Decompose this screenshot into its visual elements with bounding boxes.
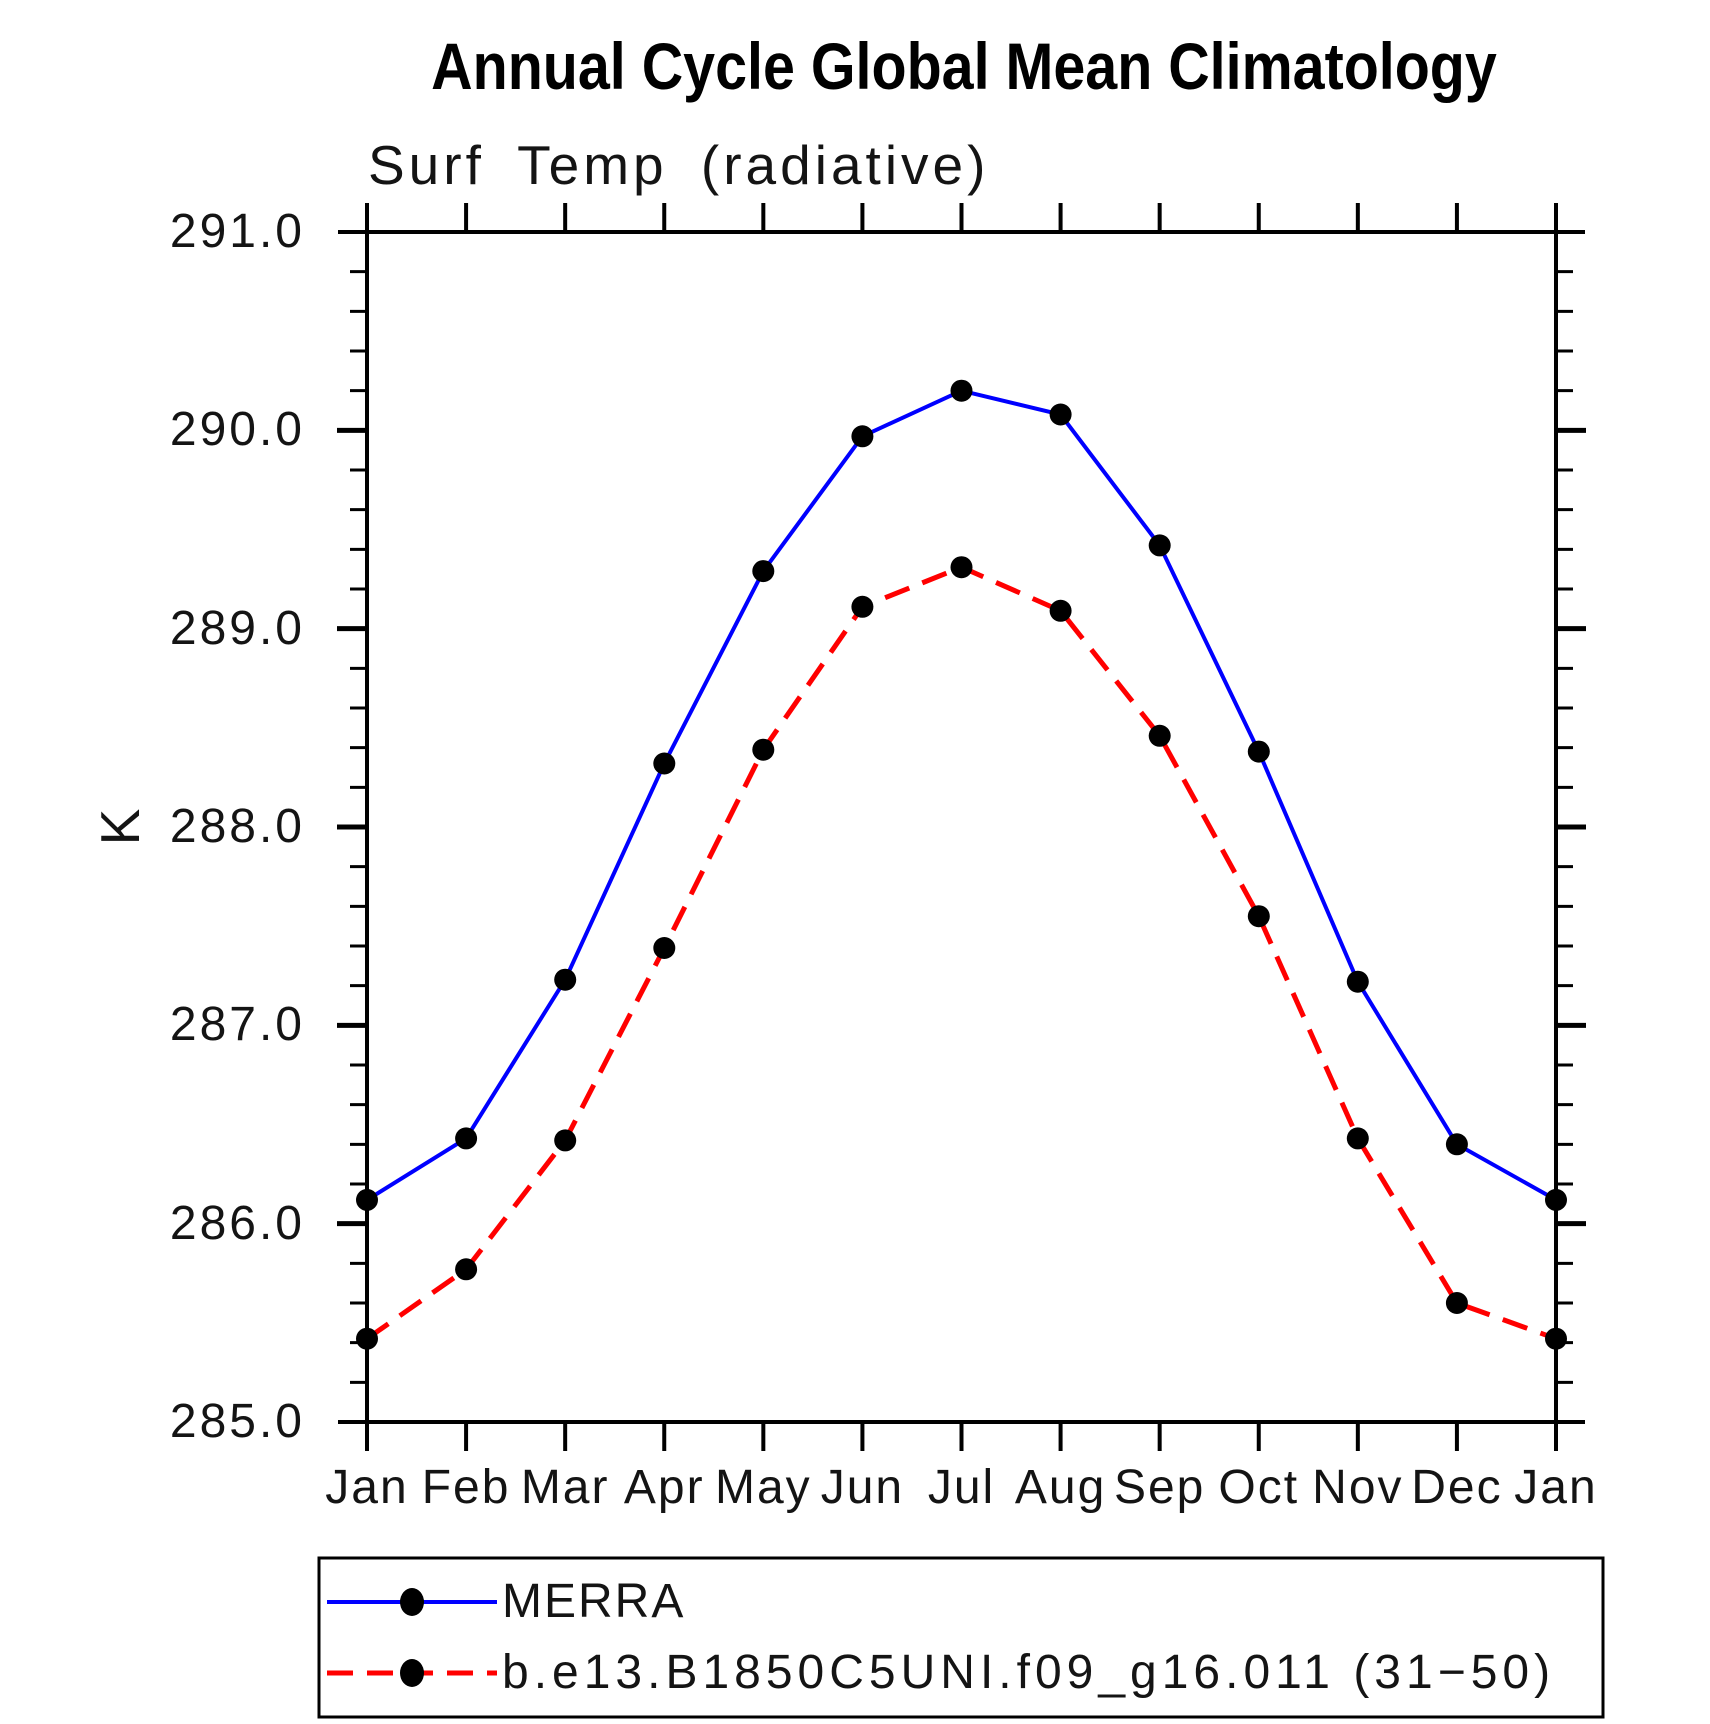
data-point-marker — [1049, 599, 1072, 622]
legend-box — [317, 1556, 1605, 1719]
data-point-marker — [1545, 1188, 1567, 1211]
data-point-marker — [950, 556, 973, 579]
data-point-marker — [554, 1129, 577, 1152]
data-point-marker — [356, 1188, 378, 1211]
data-point-marker — [653, 937, 676, 959]
data-point-marker — [455, 1258, 478, 1281]
data-point-marker — [1445, 1133, 1468, 1156]
legend-model-marker — [400, 1659, 424, 1687]
data-point-marker — [1247, 740, 1270, 763]
data-point-marker — [1148, 534, 1171, 557]
series-line-model — [365, 564, 1557, 1342]
data-point-marker — [1545, 1327, 1567, 1350]
data-point-marker — [1346, 1127, 1369, 1150]
data-point-marker — [851, 425, 874, 448]
data-point-marker — [1049, 403, 1072, 426]
data-point-marker — [653, 752, 676, 775]
data-point-marker — [851, 595, 874, 618]
legend-merra-marker — [400, 1588, 424, 1616]
data-point-marker — [455, 1127, 478, 1150]
data-point-marker — [1148, 724, 1171, 747]
data-point-marker — [356, 1327, 378, 1350]
data-point-marker — [752, 560, 775, 583]
data-point-marker — [1247, 905, 1270, 928]
data-point-marker — [752, 738, 775, 761]
data-point-marker — [1445, 1292, 1468, 1314]
data-point-marker — [554, 968, 577, 991]
data-point-marker — [950, 379, 973, 402]
data-point-marker — [1346, 970, 1369, 993]
series-line-merra — [365, 388, 1557, 1202]
